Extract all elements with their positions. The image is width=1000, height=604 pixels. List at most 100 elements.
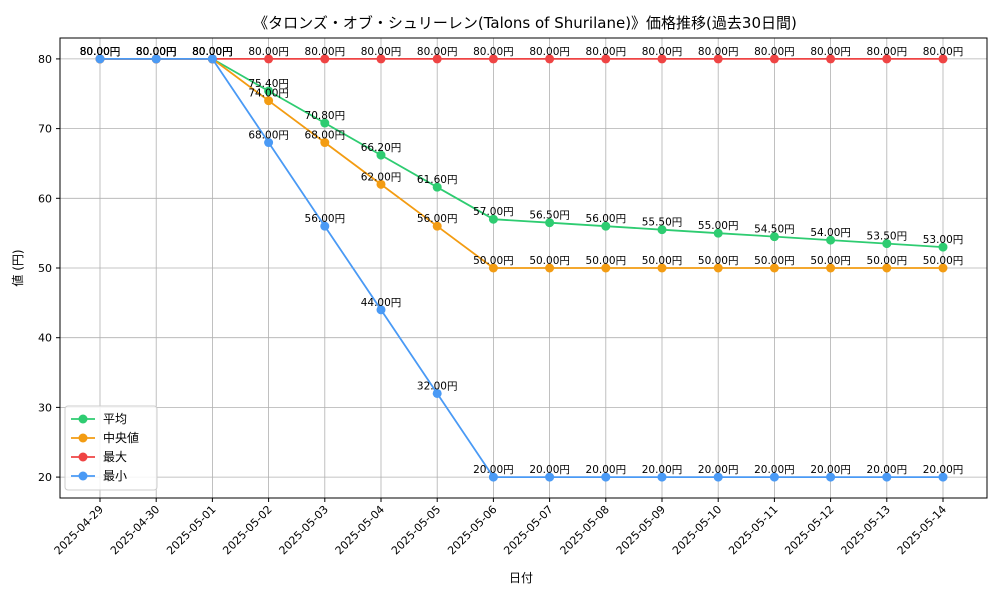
legend-swatch-marker <box>78 433 88 443</box>
data-point <box>545 54 555 64</box>
data-label: 50.00円 <box>867 255 908 267</box>
data-label: 62.00円 <box>361 171 402 183</box>
data-label: 20.00円 <box>473 464 514 476</box>
data-point <box>882 239 892 249</box>
x-tick-label: 2025-05-05 <box>389 503 443 557</box>
data-point <box>657 472 667 482</box>
data-label: 80.00円 <box>136 46 177 58</box>
data-label: 80.00円 <box>192 46 233 58</box>
series-line-1 <box>100 58 943 269</box>
y-tick-label: 80 <box>38 53 52 66</box>
data-point <box>657 225 667 235</box>
data-label: 80.00円 <box>136 46 177 58</box>
data-point <box>826 235 836 245</box>
data-point <box>432 388 442 398</box>
data-point <box>601 54 611 64</box>
data-point <box>320 54 330 64</box>
data-label: 80.00円 <box>754 46 795 58</box>
data-label: 50.00円 <box>754 255 795 267</box>
data-label: 66.20円 <box>361 142 402 154</box>
data-label: 80.00円 <box>923 46 964 58</box>
data-point <box>769 232 779 242</box>
data-label: 50.00円 <box>923 255 964 267</box>
data-label: 80.00円 <box>417 46 458 58</box>
data-point <box>432 54 442 64</box>
data-point <box>432 221 442 231</box>
data-point <box>488 54 498 64</box>
y-tick-label: 70 <box>38 123 52 136</box>
data-label: 20.00円 <box>923 464 964 476</box>
data-point <box>320 138 330 148</box>
data-label: 61.60円 <box>417 174 458 186</box>
data-label: 20.00円 <box>698 464 739 476</box>
data-point <box>264 138 274 148</box>
data-label: 75.40円 <box>248 78 289 90</box>
data-point <box>938 263 948 273</box>
x-tick-label: 2025-05-10 <box>670 503 724 557</box>
data-point <box>207 54 217 64</box>
data-point <box>938 54 948 64</box>
data-label: 20.00円 <box>586 464 627 476</box>
data-point <box>95 54 105 64</box>
data-label: 80.00円 <box>248 46 289 58</box>
data-label: 80.00円 <box>192 46 233 58</box>
legend-swatch-marker <box>78 471 88 481</box>
data-point <box>882 54 892 64</box>
data-label: 44.00円 <box>361 297 402 309</box>
y-axis-label: 値 (円) <box>10 249 25 286</box>
data-label: 80.00円 <box>642 46 683 58</box>
data-label: 80.00円 <box>867 46 908 58</box>
series-line-3 <box>100 58 943 479</box>
x-tick-label: 2025-05-06 <box>445 503 499 557</box>
data-point <box>713 472 723 482</box>
data-point <box>432 182 442 192</box>
data-label: 50.00円 <box>810 255 851 267</box>
data-point <box>376 179 386 189</box>
legend-swatch-marker <box>78 452 88 462</box>
legend-swatch-marker <box>78 414 88 424</box>
x-axis-label: 日付 <box>509 571 533 585</box>
data-label: 54.50円 <box>754 224 795 236</box>
x-tick-label: 2025-05-02 <box>220 503 274 557</box>
series-line-0 <box>100 58 944 248</box>
data-label: 53.50円 <box>867 231 908 243</box>
data-label: 80.00円 <box>810 46 851 58</box>
data-point <box>151 54 161 64</box>
data-label: 80.00円 <box>80 46 121 58</box>
data-labels-layer: 80.00円 80.00円 80.00円 75.40円 70.80円 66.20円 61.6… <box>80 46 964 476</box>
legend-box <box>64 405 158 491</box>
data-label: 80.00円 <box>192 46 233 58</box>
data-label: 80.00円 <box>80 46 121 58</box>
x-tick-label: 2025-05-13 <box>839 503 893 557</box>
data-point <box>657 263 667 273</box>
data-point <box>376 150 386 160</box>
data-label: 20.00円 <box>529 464 570 476</box>
data-label: 80.00円 <box>136 46 177 58</box>
data-label: 70.80円 <box>305 110 346 122</box>
legend-entry-label: 最小 <box>103 469 127 483</box>
data-label: 80.00円 <box>586 46 627 58</box>
x-tick-label: 2025-05-14 <box>895 503 949 557</box>
data-label: 50.00円 <box>473 255 514 267</box>
data-label: 80.00円 <box>473 46 514 58</box>
x-tick-label: 2025-05-08 <box>558 503 612 557</box>
data-point <box>601 263 611 273</box>
data-label: 54.00円 <box>810 227 851 239</box>
data-point <box>376 54 386 64</box>
data-label: 80.00円 <box>698 46 739 58</box>
data-point <box>376 305 386 315</box>
data-label: 53.00円 <box>923 234 964 246</box>
chart-title: 《タロンズ・オブ・シュリーレン(Talons of Shurilane)》価格推… <box>253 14 797 32</box>
data-label: 20.00円 <box>867 464 908 476</box>
x-tick-label: 2025-05-11 <box>726 503 780 557</box>
data-point <box>601 472 611 482</box>
data-label: 68.00円 <box>248 130 289 142</box>
data-point <box>657 54 667 64</box>
data-label: 56.00円 <box>586 213 627 225</box>
data-point <box>601 221 611 231</box>
x-tick-label: 2025-04-30 <box>108 503 162 557</box>
y-tick-label: 20 <box>38 471 52 484</box>
